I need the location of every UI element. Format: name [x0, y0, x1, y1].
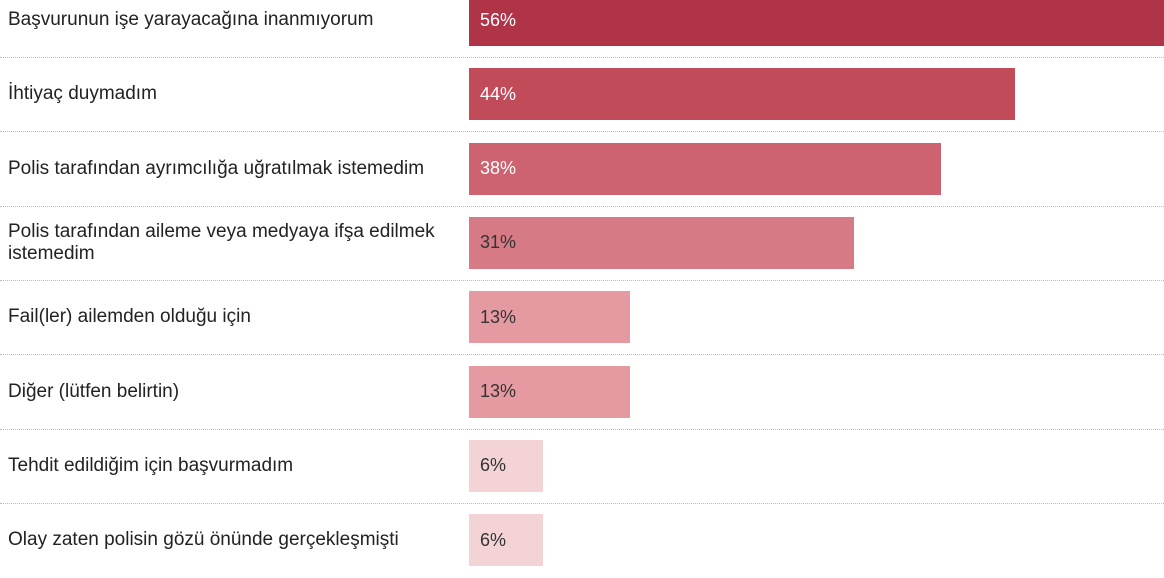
category-label: Fail(ler) ailemden olduğu için [8, 306, 251, 328]
value-label: 6% [480, 455, 507, 476]
category-label: Başvurunun işe yarayacağına inanmıyorum [8, 9, 374, 30]
category-label: Olay zaten polisin gözü önünde gerçekleş… [8, 529, 399, 551]
value-label: 44% [480, 83, 517, 104]
value-label: 13% [480, 306, 517, 327]
category-label: Polis tarafından aileme veya medyaya ifş… [8, 220, 435, 264]
separator [0, 354, 1164, 356]
category-label: Polis tarafından ayrımcılığa uğratılmak … [8, 157, 425, 179]
value-label: 6% [480, 529, 507, 550]
bar [469, 291, 631, 344]
separator [0, 428, 1164, 430]
bar [469, 216, 854, 269]
bar [469, 514, 544, 567]
bar [469, 439, 544, 492]
separator [0, 57, 1164, 58]
bar [469, 365, 631, 418]
value-label: 13% [480, 381, 517, 401]
value-label: 38% [480, 158, 517, 179]
separator [0, 131, 1164, 133]
bar [469, 0, 1164, 46]
bar [469, 68, 1016, 121]
category-label: İhtiyaç duymadım [8, 83, 157, 105]
category-label: Tehdit edildiğim için başvurmadım [8, 454, 294, 476]
value-label: 31% [480, 232, 517, 253]
category-label: Diğer (lütfen belirtin) [8, 380, 180, 402]
separator [0, 205, 1164, 207]
bar [469, 142, 941, 195]
separator [0, 279, 1164, 281]
value-label: 56% [480, 9, 517, 30]
separator [0, 502, 1164, 504]
